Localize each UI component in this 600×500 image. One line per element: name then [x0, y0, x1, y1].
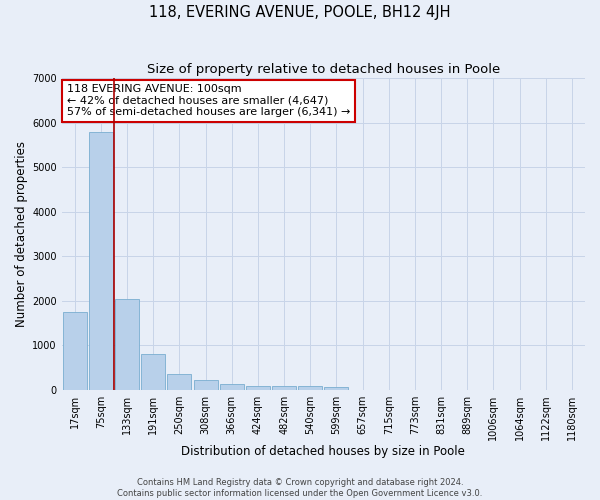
- Bar: [298, 386, 322, 390]
- Bar: [141, 354, 165, 390]
- Text: 118 EVERING AVENUE: 100sqm
← 42% of detached houses are smaller (4,647)
57% of s: 118 EVERING AVENUE: 100sqm ← 42% of deta…: [67, 84, 350, 117]
- Title: Size of property relative to detached houses in Poole: Size of property relative to detached ho…: [147, 62, 500, 76]
- Bar: [325, 388, 349, 390]
- Bar: [194, 380, 218, 390]
- Bar: [115, 298, 139, 390]
- X-axis label: Distribution of detached houses by size in Poole: Distribution of detached houses by size …: [181, 444, 465, 458]
- Bar: [246, 386, 270, 390]
- Bar: [89, 132, 113, 390]
- Bar: [272, 386, 296, 390]
- Text: Contains HM Land Registry data © Crown copyright and database right 2024.
Contai: Contains HM Land Registry data © Crown c…: [118, 478, 482, 498]
- Y-axis label: Number of detached properties: Number of detached properties: [15, 141, 28, 327]
- Text: 118, EVERING AVENUE, POOLE, BH12 4JH: 118, EVERING AVENUE, POOLE, BH12 4JH: [149, 5, 451, 20]
- Bar: [167, 374, 191, 390]
- Bar: [62, 312, 87, 390]
- Bar: [220, 384, 244, 390]
